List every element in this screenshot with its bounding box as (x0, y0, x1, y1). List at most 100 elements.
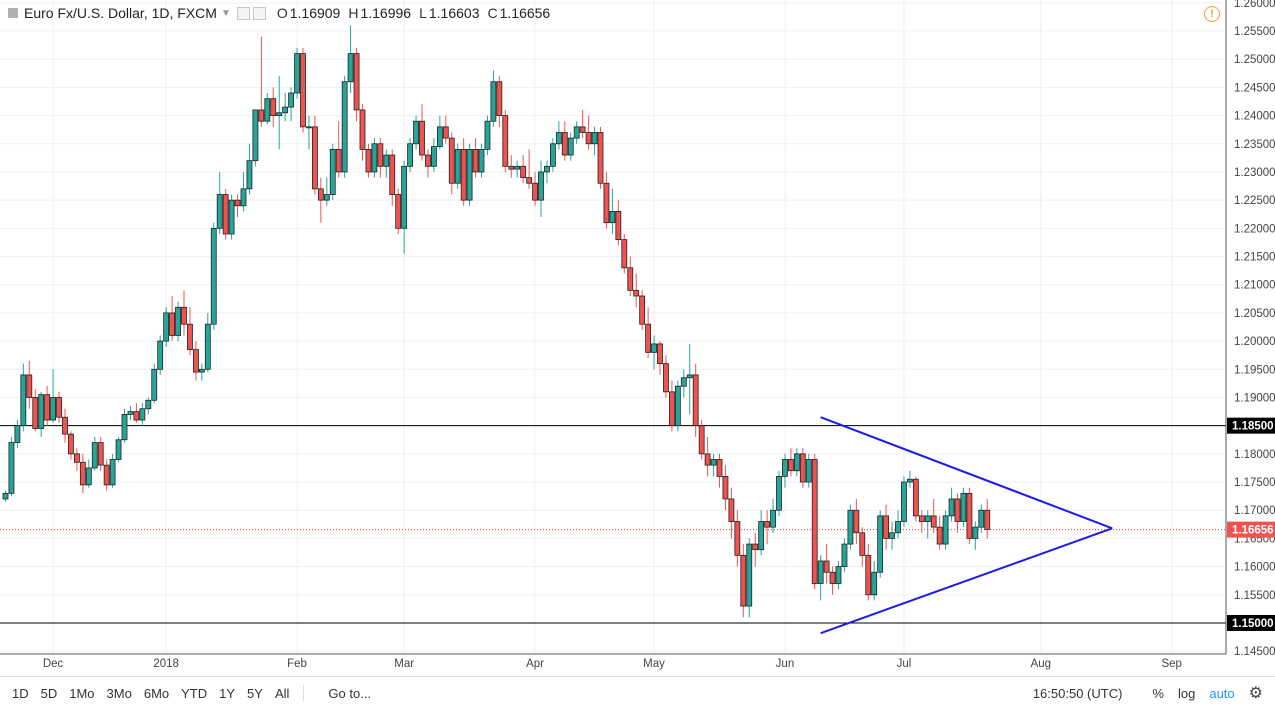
candle (127, 405, 134, 421)
candle-body (942, 515, 949, 545)
candle-body (103, 464, 110, 486)
candle-body (538, 171, 544, 201)
candle (907, 470, 913, 488)
candle (877, 510, 884, 578)
candle-body (930, 515, 937, 528)
range-5d[interactable]: 5D (40, 685, 58, 701)
symbol-title[interactable]: Euro Fx/U.S. Dollar, 1D, FXCM (24, 5, 217, 21)
candle (710, 453, 717, 477)
percent-toggle[interactable]: % (1152, 685, 1164, 701)
candle (823, 544, 830, 584)
range-5y[interactable]: 5Y (247, 685, 263, 701)
candle (413, 115, 419, 150)
range-ytd[interactable]: YTD (181, 685, 208, 701)
candle-body (288, 92, 295, 108)
y-tick-label: 1.24500 (1234, 82, 1275, 94)
candle-body (966, 492, 973, 539)
candle-body (782, 459, 788, 477)
candle (841, 538, 848, 573)
candle-body (615, 211, 622, 241)
candle-body (359, 109, 366, 150)
candle (746, 538, 753, 618)
y-tick-label: 1.19000 (1234, 392, 1275, 404)
candle (817, 555, 824, 601)
goto-button[interactable]: Go to... (328, 685, 372, 701)
settings-small-icon[interactable] (252, 6, 266, 20)
candle-body (264, 98, 271, 122)
candle (252, 109, 259, 167)
candle-body (805, 459, 812, 483)
candle-body (20, 374, 27, 427)
candle-body (151, 368, 158, 401)
gear-icon[interactable]: ⚙ (1248, 685, 1263, 702)
candle (621, 233, 628, 274)
y-tick-label: 1.16000 (1234, 562, 1275, 574)
candle-body (776, 476, 782, 511)
candle-body (948, 498, 955, 517)
candle (341, 76, 348, 178)
auto-toggle[interactable]: auto (1209, 685, 1235, 701)
candle (544, 160, 550, 184)
open-value: 1.16909 (289, 5, 341, 21)
candle (811, 453, 818, 590)
range-1mo[interactable]: 1Mo (69, 685, 95, 701)
candle (103, 459, 110, 491)
candle (603, 171, 610, 229)
candle-body (847, 509, 854, 545)
candle (169, 295, 176, 342)
candle (264, 93, 271, 125)
range-6mo[interactable]: 6Mo (143, 685, 170, 701)
candle-body (371, 143, 378, 173)
candle-body (853, 509, 860, 534)
candle (401, 160, 408, 254)
candlestick-chart[interactable]: 1.26000 1.25500 1.25000 1.24500 1.24000 1.235… (0, 0, 1275, 676)
clock-time[interactable]: 16:50:50 (UTC) (1032, 685, 1123, 701)
eye-icon[interactable] (236, 6, 250, 20)
candle-body (550, 143, 556, 167)
candle (496, 76, 503, 127)
y-tick-label: 1.18000 (1234, 449, 1275, 461)
x-tick-label: Feb (287, 658, 307, 670)
candle-body (829, 571, 836, 584)
candle (395, 188, 402, 234)
chevron-down-icon[interactable]: ▼ (220, 7, 231, 19)
candle-body (323, 194, 330, 201)
y-tick-label: 1.24000 (1234, 111, 1275, 123)
range-1y[interactable]: 1Y (219, 685, 236, 701)
candle (282, 93, 289, 122)
open-label: O (276, 5, 288, 21)
candle (56, 391, 62, 423)
candle (657, 341, 663, 375)
candle (579, 109, 586, 139)
candle-body (234, 199, 241, 207)
candle-body (26, 374, 33, 398)
candle (799, 448, 806, 488)
candle-body (972, 526, 979, 539)
exclamation-circle-icon[interactable]: ! (1204, 6, 1220, 22)
price-label-lower-level: 1.15000 (1232, 618, 1274, 630)
y-tick-label: 1.21500 (1234, 252, 1275, 264)
candle (502, 109, 509, 172)
candle-body (347, 53, 354, 83)
candle (561, 121, 568, 161)
y-tick-label: 1.19500 (1234, 364, 1275, 376)
candle (793, 448, 800, 477)
candle (829, 566, 836, 595)
candle (187, 307, 193, 356)
range-all[interactable]: All (274, 685, 290, 701)
candle (978, 504, 985, 533)
candle (276, 76, 283, 150)
candle-body (270, 98, 277, 116)
candle-body (669, 391, 675, 427)
candle-body (395, 194, 402, 229)
candle-body (841, 543, 848, 568)
range-1d[interactable]: 1D (12, 685, 29, 701)
low-label: L (419, 5, 427, 21)
candle-body (276, 112, 283, 116)
range-3mo[interactable]: 3Mo (106, 685, 132, 701)
log-toggle[interactable]: log (1177, 685, 1196, 701)
candle (573, 121, 580, 144)
candle (68, 431, 74, 460)
y-tick-label: 1.22500 (1234, 195, 1275, 207)
